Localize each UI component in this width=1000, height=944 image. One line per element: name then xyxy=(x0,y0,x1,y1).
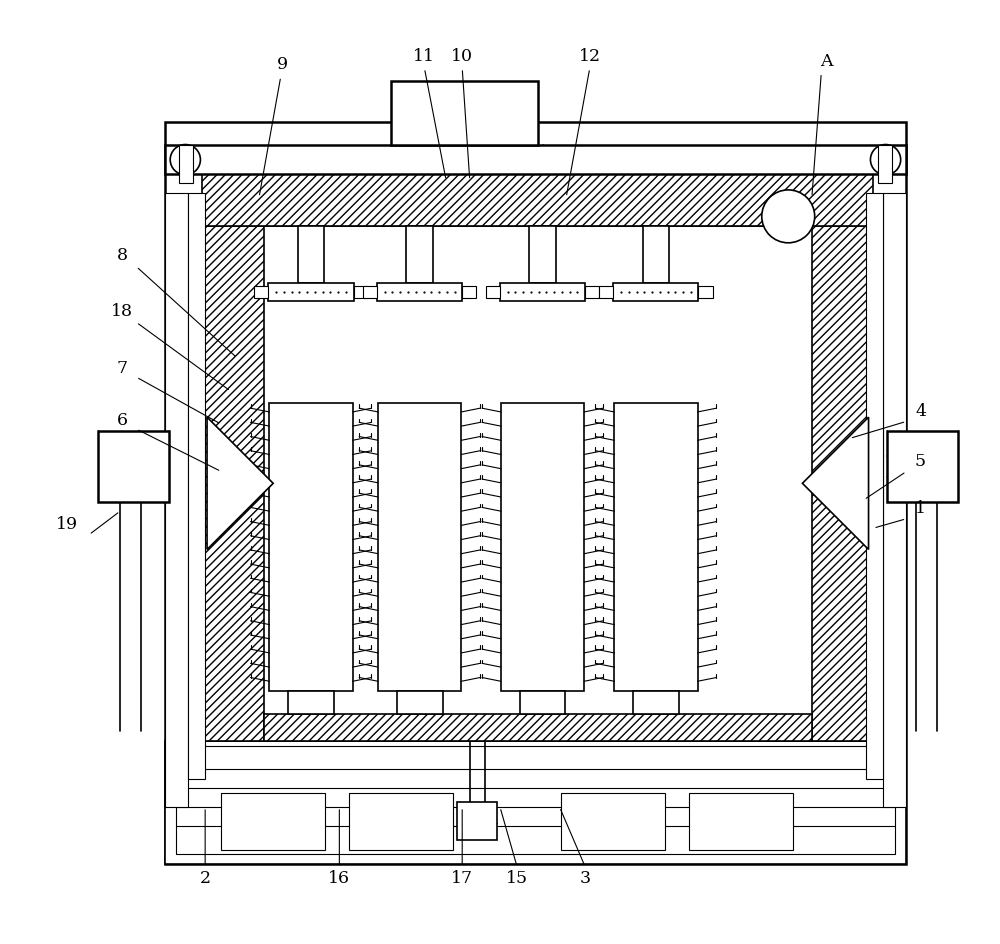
Bar xyxy=(585,287,599,298)
Bar xyxy=(887,431,958,502)
Bar xyxy=(165,146,906,175)
Bar xyxy=(269,403,353,691)
Bar xyxy=(406,227,433,283)
Bar xyxy=(501,403,584,691)
Bar xyxy=(878,146,892,184)
Text: 16: 16 xyxy=(328,869,350,886)
Bar xyxy=(288,691,334,715)
Bar xyxy=(202,227,873,741)
Bar xyxy=(643,227,669,283)
Bar xyxy=(866,194,883,779)
Text: 18: 18 xyxy=(111,303,133,320)
Bar xyxy=(165,123,906,864)
Bar xyxy=(377,283,462,302)
Circle shape xyxy=(170,145,200,176)
Text: 17: 17 xyxy=(451,869,473,886)
Text: 12: 12 xyxy=(579,48,601,65)
Bar xyxy=(221,793,325,850)
Bar xyxy=(363,287,377,298)
Bar xyxy=(689,793,793,850)
Text: 4: 4 xyxy=(915,402,926,419)
Text: 19: 19 xyxy=(56,515,78,532)
Bar xyxy=(354,287,368,298)
Polygon shape xyxy=(207,417,273,549)
Bar xyxy=(378,403,461,691)
Bar xyxy=(176,746,895,854)
Bar xyxy=(633,691,679,715)
Bar xyxy=(254,287,268,298)
Bar xyxy=(561,793,665,850)
Text: 8: 8 xyxy=(117,246,128,263)
Bar xyxy=(391,82,538,146)
Bar xyxy=(202,175,873,227)
Text: 6: 6 xyxy=(117,412,128,429)
Bar xyxy=(613,283,698,302)
Text: 2: 2 xyxy=(200,869,211,886)
Bar xyxy=(529,227,556,283)
Bar xyxy=(614,403,698,691)
Text: 15: 15 xyxy=(506,869,528,886)
Text: 7: 7 xyxy=(116,360,128,377)
Bar xyxy=(812,227,873,741)
Text: A: A xyxy=(820,53,832,70)
Text: 10: 10 xyxy=(451,48,473,65)
Bar xyxy=(397,691,443,715)
Bar xyxy=(98,431,169,502)
Bar xyxy=(179,146,193,184)
Text: 5: 5 xyxy=(915,452,926,469)
Bar xyxy=(165,194,188,807)
Text: 9: 9 xyxy=(277,56,288,73)
Bar xyxy=(264,715,812,741)
Text: 3: 3 xyxy=(579,869,591,886)
Polygon shape xyxy=(802,417,869,549)
Bar xyxy=(349,793,453,850)
Bar xyxy=(500,283,585,302)
Circle shape xyxy=(762,191,815,244)
Bar xyxy=(486,287,500,298)
Bar xyxy=(599,287,613,298)
Bar xyxy=(165,741,906,864)
Bar xyxy=(268,283,354,302)
Bar xyxy=(883,194,906,807)
Text: 11: 11 xyxy=(413,48,435,65)
Bar xyxy=(457,802,497,840)
Bar xyxy=(202,227,264,741)
Bar xyxy=(462,287,476,298)
Bar xyxy=(298,227,324,283)
Bar xyxy=(520,691,565,715)
Circle shape xyxy=(870,145,901,176)
Bar xyxy=(188,194,205,779)
Text: 1: 1 xyxy=(915,499,926,516)
Bar xyxy=(698,287,713,298)
Bar xyxy=(264,175,812,227)
